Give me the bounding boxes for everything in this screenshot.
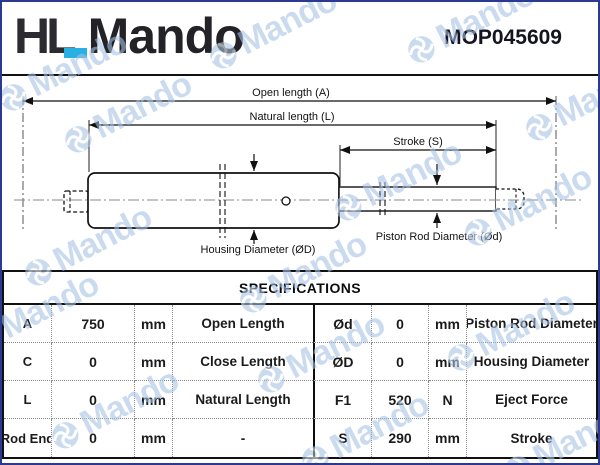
spec-cell: 290 <box>372 419 429 457</box>
spec-cell: 0 <box>372 305 429 343</box>
spec-cell: 0 <box>52 419 135 457</box>
part-number: MOP045609 <box>444 26 562 49</box>
spec-cell: Stroke <box>510 430 553 446</box>
dimension-label-piston-rod-diameter: Piston Rod Diameter (Ød) <box>375 231 503 243</box>
spec-cell: mm <box>135 343 173 381</box>
spec-cell: Ød <box>313 305 372 343</box>
spec-cell: 520 <box>372 381 429 419</box>
logo-mando-text: Mando <box>87 8 245 64</box>
spec-cell: mm <box>429 419 467 457</box>
specifications-table: A 750 mm Open Length Ød 0 mm Piston Rod … <box>4 305 596 459</box>
strut-diagram: Open length (A) Natural length (L) Strok… <box>2 76 598 270</box>
logo-cyan-accent <box>64 48 87 58</box>
spec-cell: mm <box>429 343 467 381</box>
dimension-label-stroke: Stroke (S) <box>393 136 443 148</box>
spec-cell: Close Length <box>173 343 313 381</box>
mounting-hole <box>281 196 291 206</box>
extension-lines-dashdot <box>22 96 557 231</box>
spec-cell: - <box>240 430 246 446</box>
spec-cell: mm <box>429 305 467 343</box>
strut-drawing <box>14 96 582 244</box>
rod-thread-tip <box>496 188 525 210</box>
piston-rod <box>338 186 497 212</box>
spec-cell: L <box>4 381 52 419</box>
spec-cell: Open Length <box>173 305 313 343</box>
hl-mando-logo: HL Mando <box>14 8 245 64</box>
spec-cell: C <box>4 343 52 381</box>
diameter-leader-arrows <box>250 154 441 244</box>
spec-cell: Piston Rod Diameter <box>467 305 596 343</box>
spec-cell: 0 <box>372 343 429 381</box>
mount-stud-thread <box>63 190 89 213</box>
specifications-title: SPECIFICATIONS <box>4 272 596 305</box>
spec-cell: mm <box>135 419 173 457</box>
spec-cell: Housing Diameter <box>467 343 596 381</box>
dimension-lines <box>23 97 556 154</box>
spec-cell: Natural Length <box>173 381 313 419</box>
spec-cell: S <box>313 419 372 457</box>
spec-cell: mm <box>135 381 173 419</box>
dimension-label-open-length: Open length (A) <box>252 87 330 99</box>
dimension-label-natural-length: Natural length (L) <box>249 111 335 123</box>
spec-cell: 0 <box>52 381 135 419</box>
spec-cell: 0 <box>52 343 135 381</box>
spec-cell: 750 <box>52 305 135 343</box>
spec-cell: Rod End <box>4 419 52 457</box>
spec-cell: ØD <box>313 343 372 381</box>
break-lines <box>219 164 386 238</box>
spec-cell: A <box>4 305 52 343</box>
header: HL Mando MOP045609 <box>2 2 598 76</box>
specifications-section: SPECIFICATIONS A 750 mm Open Length Ød 0… <box>2 270 598 459</box>
spec-cell: mm <box>135 305 173 343</box>
spec-cell: N <box>429 381 467 419</box>
spec-cell: F1 <box>313 381 372 419</box>
dimension-label-housing-diameter: Housing Diameter (ØD) <box>200 244 316 256</box>
spec-cell: Eject Force <box>467 381 596 419</box>
